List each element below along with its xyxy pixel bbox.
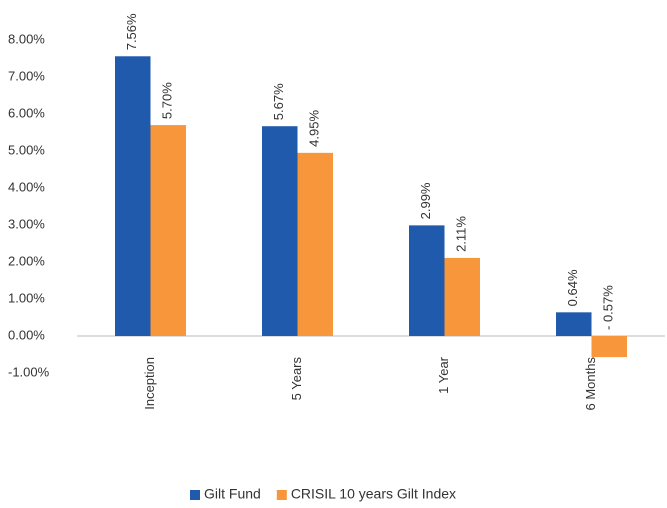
legend-swatch [276, 490, 287, 500]
y-tick-label: 7.00% [8, 68, 45, 83]
bar [262, 126, 298, 337]
bar [556, 312, 592, 336]
data-label: 2.99% [418, 182, 433, 219]
y-tick-label: 2.00% [8, 253, 45, 268]
y-tick-label: -1.00% [8, 364, 50, 379]
y-tick-label: 3.00% [8, 216, 45, 231]
bar [150, 125, 186, 336]
bar [297, 152, 333, 336]
x-tick-label: 1 Year [436, 356, 451, 394]
legend-label: CRISIL 10 years Gilt Index [291, 486, 456, 502]
y-tick-label: 8.00% [8, 31, 45, 46]
legend-label: Gilt Fund [204, 486, 261, 502]
y-tick-label: 1.00% [8, 290, 45, 305]
data-label: 0.64% [565, 269, 580, 306]
x-tick-label: Inception [142, 357, 157, 410]
data-label: 7.56% [124, 13, 139, 50]
x-tick-label: 5 Years [289, 357, 304, 401]
legend-swatch [190, 490, 200, 500]
x-tick-label: 6 Months [583, 357, 598, 411]
data-label: - 0.57% [601, 285, 616, 330]
y-tick-label: 5.00% [8, 142, 45, 157]
y-tick-label: 6.00% [8, 105, 45, 120]
bar [591, 336, 627, 358]
data-label: 4.95% [307, 110, 322, 147]
bar [409, 225, 445, 336]
data-label: 5.70% [160, 82, 175, 119]
data-label: 5.67% [271, 83, 286, 120]
y-tick-label: 0.00% [8, 327, 45, 342]
data-label: 2.11% [454, 216, 469, 252]
bar [115, 56, 151, 336]
y-tick-label: 4.00% [8, 179, 45, 194]
bar [444, 257, 480, 336]
